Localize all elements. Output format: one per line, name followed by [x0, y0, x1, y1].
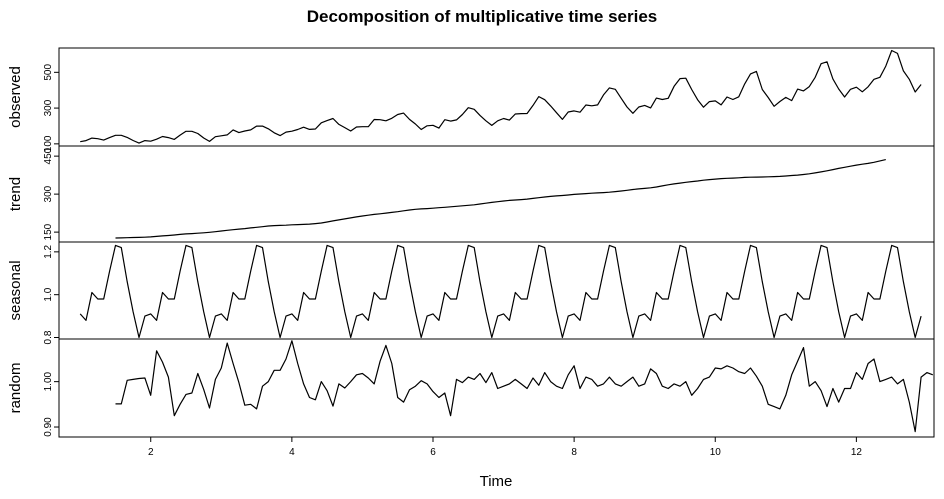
panels: 100 300 500 observed 150 300 450 trend 0.8 1.0 1.2… [7, 47, 935, 438]
trend-series-line [115, 159, 886, 239]
x-tick-label: 12 [851, 447, 863, 458]
seasonal-y-tick-label: 0.8 [43, 330, 54, 344]
panel-trend: 150 300 450 trend [7, 145, 935, 243]
panel-seasonal: 0.8 1.0 1.2 seasonal [7, 241, 935, 344]
random-panel-frame [58, 338, 935, 438]
panel-observed: 100 300 500 observed [7, 47, 935, 152]
x-tick-label: 2 [148, 447, 154, 458]
random-series-line [115, 340, 934, 433]
observed-y-tick-label: 300 [43, 99, 54, 116]
seasonal-y-tick-label: 1.0 [43, 287, 54, 301]
observed-y-tick-label: 100 [43, 135, 54, 152]
trend-y-tick-label: 450 [43, 147, 54, 164]
trend-y-tick-label: 150 [43, 223, 54, 240]
random-y-tick-label: 0.90 [43, 417, 54, 437]
seasonal-panel-frame [58, 241, 935, 340]
seasonal-y-tick-label: 1.2 [43, 244, 54, 258]
x-tick-label: 6 [430, 447, 436, 458]
trend-y-axis-label: trend [7, 177, 24, 211]
observed-y-tick-label: 500 [43, 64, 54, 81]
trend-panel-frame [58, 145, 935, 243]
x-tick-label: 10 [710, 447, 722, 458]
observed-series-line [80, 49, 922, 144]
seasonal-y-axis-label: seasonal [7, 260, 24, 320]
x-axis-label: Time [480, 473, 513, 490]
seasonal-series-line [79, 244, 922, 339]
x-tick-label: 8 [571, 447, 577, 458]
random-y-tick-label: 1.00 [43, 371, 54, 391]
x-tick-label: 4 [289, 447, 295, 458]
chart-title: Decomposition of multiplicative time ser… [307, 7, 657, 26]
random-y-axis-label: random [7, 363, 24, 414]
trend-y-tick-label: 300 [43, 185, 54, 202]
x-axis: 2 4 6 8 10 12 [148, 436, 863, 458]
observed-y-axis-label: observed [7, 66, 24, 128]
panel-random: 0.90 1.00 random [7, 338, 935, 438]
